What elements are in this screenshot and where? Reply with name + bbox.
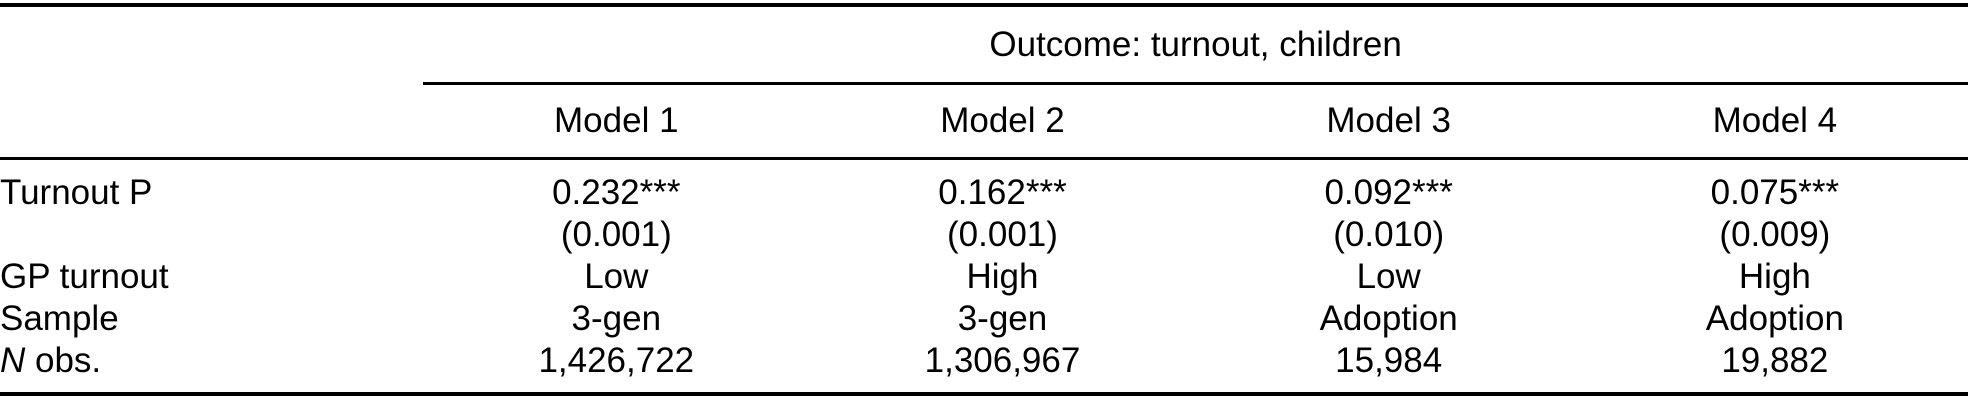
column-header-model-1: Model 1 xyxy=(423,83,810,160)
table-row-gp-turnout: GP turnout Low High Low High xyxy=(0,256,1968,298)
cell-nobs-m2: 1,306,967 xyxy=(924,341,1081,380)
row-label-empty xyxy=(0,214,423,256)
table-row-coefficient: Turnout P 0.232*** 0.162*** 0.092*** 0.0… xyxy=(0,159,1968,215)
cell-se-m4: (0.009) xyxy=(1719,215,1831,254)
cell-sample-m1: 3-gen xyxy=(571,299,662,338)
spanner-spacer-cell xyxy=(0,5,423,84)
cell-sample-m4: Adoption xyxy=(1705,299,1844,338)
model-header-spacer-cell xyxy=(0,83,424,160)
cell-coefficient-m4: 0.075*** xyxy=(1710,173,1840,212)
spanner-row: Outcome: turnout, children xyxy=(0,5,1968,85)
n-obs-rest: obs. xyxy=(25,341,102,380)
cell-se-m3: (0.010) xyxy=(1333,215,1445,254)
cell-sample-m3: Adoption xyxy=(1319,299,1458,338)
cell-nobs-m1: 1,426,722 xyxy=(538,341,695,380)
cell-gp-m4: High xyxy=(1738,257,1811,296)
column-header-model-2: Model 2 xyxy=(809,83,1196,160)
cell-gp-m1: Low xyxy=(584,257,649,296)
regression-table: Outcome: turnout, children Model 1 Model… xyxy=(0,3,1968,396)
cell-sample-m2: 3-gen xyxy=(957,299,1048,338)
cell-nobs-m4: 19,882 xyxy=(1721,341,1829,380)
table-row-sample: Sample 3-gen 3-gen Adoption Adoption xyxy=(0,298,1968,340)
column-header-model-3: Model 3 xyxy=(1195,83,1582,160)
table-row-n-obs: N obs. 1,426,722 1,306,967 15,984 19,882 xyxy=(0,340,1968,394)
cell-gp-m3: Low xyxy=(1356,257,1421,296)
model-header-row: Model 1 Model 2 Model 3 Model 4 xyxy=(0,83,1968,160)
cell-coefficient-m1: 0.232*** xyxy=(552,173,681,212)
column-header-model-4: Model 4 xyxy=(1581,83,1968,160)
table-row-standard-errors: (0.001) (0.001) (0.010) (0.009) xyxy=(0,214,1968,256)
cell-gp-m2: High xyxy=(966,257,1039,296)
cell-nobs-m3: 15,984 xyxy=(1335,341,1443,380)
row-label-sample: Sample xyxy=(0,299,119,338)
table-spanner-header: Outcome: turnout, children xyxy=(423,5,1968,85)
cell-coefficient-m2: 0.162*** xyxy=(938,173,1067,212)
row-label-turnout-p: Turnout P xyxy=(0,173,153,212)
cell-se-m1: (0.001) xyxy=(560,215,672,254)
n-obs-italic-n: N xyxy=(0,341,26,380)
cell-coefficient-m3: 0.092*** xyxy=(1324,173,1453,212)
row-label-gp-turnout: GP turnout xyxy=(0,257,169,296)
row-label-n-obs: N obs. xyxy=(0,340,423,394)
cell-se-m2: (0.001) xyxy=(947,215,1058,254)
